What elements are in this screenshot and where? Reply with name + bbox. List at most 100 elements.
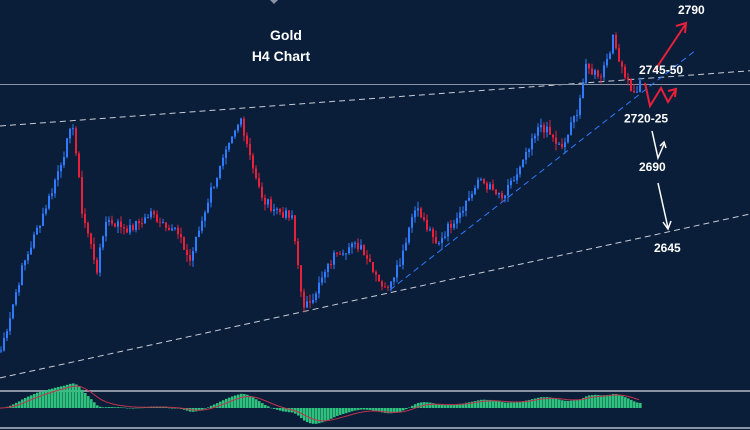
histogram-bar [276, 408, 279, 410]
candle [303, 288, 305, 313]
histogram-bar [27, 396, 30, 408]
histogram-bar [114, 407, 117, 408]
candle [489, 181, 491, 191]
histogram-bar [489, 399, 492, 408]
candle [129, 218, 131, 235]
candle [471, 190, 473, 201]
candle [363, 244, 365, 256]
lower-channel-line[interactable] [0, 213, 750, 379]
candle [525, 147, 527, 165]
scroll-marker-icon[interactable] [270, 0, 278, 4]
candle [237, 123, 239, 133]
histogram-bar [261, 403, 264, 408]
histogram-bar [570, 400, 573, 408]
histogram-bar [516, 402, 519, 408]
histogram-bar [348, 408, 351, 413]
histogram-bar [312, 408, 315, 424]
histogram-bar [366, 408, 369, 410]
histogram-bar [507, 402, 510, 408]
histogram-bar [609, 394, 612, 408]
histogram-bar [597, 394, 600, 408]
histogram-bar [213, 404, 216, 408]
candle [111, 215, 113, 227]
candle [159, 217, 161, 228]
blue-trendline-line[interactable] [389, 49, 697, 291]
histogram-bar [66, 384, 69, 408]
histogram-bar [396, 408, 399, 413]
histogram-bar [45, 390, 48, 408]
histogram-bar [105, 407, 108, 408]
candle [531, 133, 533, 156]
candle [114, 222, 116, 228]
candle [411, 213, 413, 233]
candle [0, 346, 2, 354]
histogram-bar [165, 407, 168, 408]
histogram-bar [588, 395, 591, 408]
histogram-bar [132, 408, 135, 409]
upper-channel-line[interactable] [0, 70, 750, 127]
candle [228, 142, 230, 153]
histogram-bar [372, 408, 375, 411]
candle [558, 142, 560, 145]
histogram-bar [612, 393, 615, 408]
histogram-bar [558, 399, 561, 408]
candle [162, 218, 164, 224]
candle [396, 260, 398, 283]
histogram-bar [51, 388, 54, 408]
histogram-bar [387, 408, 390, 414]
candle [27, 251, 29, 265]
candle [24, 259, 26, 271]
histogram-bar [453, 404, 456, 408]
chart-title: Gold [270, 27, 302, 43]
histogram-bar [330, 408, 333, 419]
forecast-arrows [644, 21, 688, 231]
histogram-bar [141, 407, 144, 409]
candle [192, 247, 194, 267]
histogram-bar [282, 408, 285, 412]
histogram-bar [546, 397, 549, 408]
candle [21, 262, 23, 286]
candle [45, 204, 47, 216]
histogram-bar [444, 405, 447, 408]
indicator-panel-separator-top [0, 390, 750, 392]
candle [171, 224, 173, 232]
histogram-bar [534, 398, 537, 408]
candle [621, 60, 623, 74]
candle [384, 282, 386, 288]
macd-oscillator [0, 383, 642, 424]
candle [429, 226, 431, 232]
histogram-bar [390, 408, 393, 414]
candle [402, 244, 404, 270]
histogram-bar [111, 407, 114, 408]
histogram-bar [549, 397, 552, 408]
candle [528, 148, 530, 158]
histogram-bar [618, 394, 621, 408]
histogram-bar [603, 395, 606, 408]
candle [579, 94, 581, 119]
candle [141, 217, 143, 228]
histogram-bar [471, 401, 474, 408]
red-zigzag-arrow [644, 82, 676, 109]
candle [465, 200, 467, 217]
histogram-bar [561, 400, 564, 408]
candle [123, 224, 125, 235]
histogram-bar [252, 397, 255, 408]
red-up-arrow-head [675, 21, 688, 34]
histogram-bar [315, 408, 318, 424]
histogram-bar [525, 400, 528, 408]
histogram-bar [234, 395, 237, 408]
candle [306, 296, 308, 309]
candle [474, 185, 476, 196]
price-level-label: 2745-50 [639, 63, 683, 77]
candle [39, 225, 41, 233]
candle [432, 227, 434, 244]
candle [15, 288, 17, 307]
candle [216, 177, 218, 189]
candle [126, 225, 128, 234]
histogram-bar [171, 408, 174, 409]
candle [351, 241, 353, 254]
candle [90, 232, 92, 249]
histogram-bar [543, 397, 546, 408]
histogram-bar [552, 397, 555, 408]
